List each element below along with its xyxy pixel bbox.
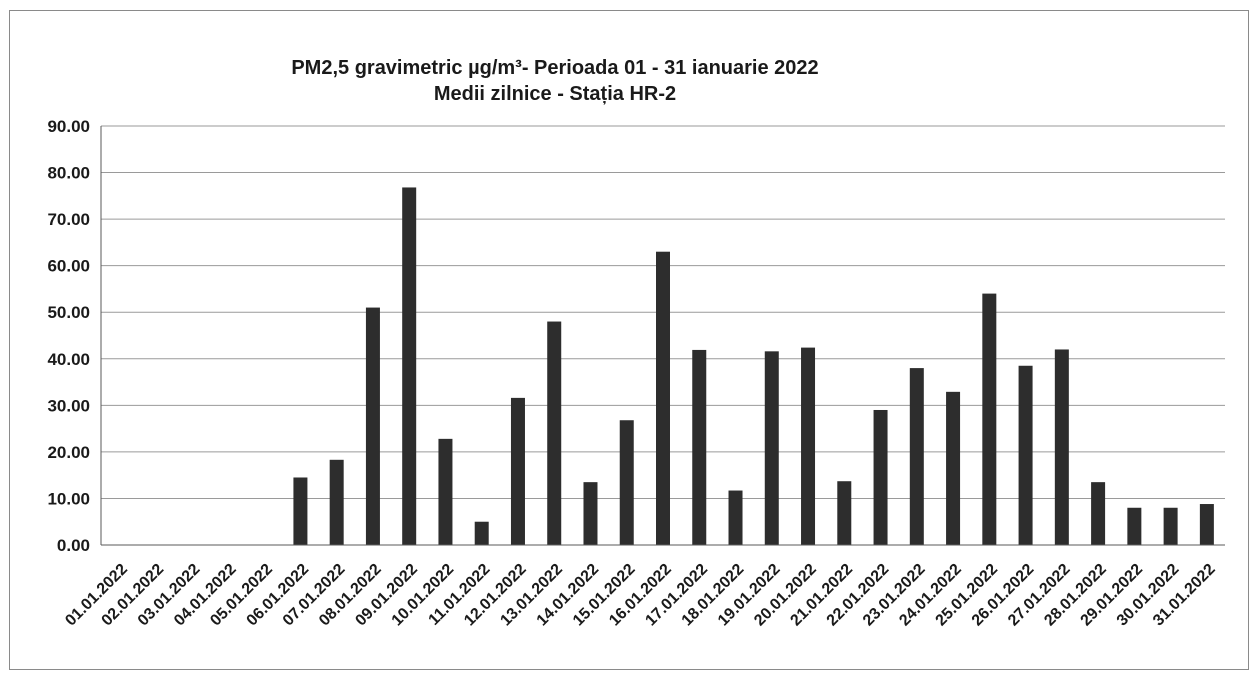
bar: [946, 391, 961, 545]
bar: [402, 187, 417, 545]
bar: [837, 481, 852, 545]
pm25-bar-chart: PM2,5 gravimetric µg/m³- Perioada 01 - 3…: [47, 57, 1225, 630]
bar: [510, 397, 525, 545]
bar: [1091, 482, 1106, 545]
bar: [801, 347, 816, 545]
bar: [365, 307, 380, 545]
bar: [547, 321, 562, 545]
x-axis-ticks: 01.01.202202.01.202203.01.202204.01.2022…: [62, 561, 1218, 630]
bar: [728, 490, 743, 545]
bar: [1054, 349, 1069, 545]
bar: [293, 477, 308, 545]
y-tick-label: 60.00: [47, 257, 90, 276]
bar: [656, 251, 670, 545]
y-tick-label: 0.00: [57, 536, 90, 555]
chart-subtitle: Medii zilnice - Stația HR-2: [434, 83, 676, 105]
bar: [1163, 507, 1178, 545]
y-tick-label: 90.00: [47, 117, 90, 136]
bar: [909, 368, 924, 545]
chart-frame: PM2,5 gravimetric µg/m³- Perioada 01 - 3…: [9, 10, 1249, 670]
bar: [474, 521, 489, 545]
bar: [1018, 365, 1033, 545]
bar: [982, 293, 997, 545]
y-axis-ticks: 0.00 10.00 20.00 30.00 40.00 50.00 60.00 70.00 8…: [47, 117, 90, 555]
y-tick-label: 50.00: [47, 303, 90, 322]
y-tick-label: 80.00: [47, 164, 90, 183]
bar: [1199, 504, 1214, 545]
bar: [438, 438, 453, 545]
bars: [293, 187, 1214, 545]
bar: [583, 482, 598, 545]
y-tick-label: 40.00: [47, 350, 90, 369]
bar: [764, 351, 779, 545]
y-tick-label: 30.00: [47, 396, 90, 415]
chart-title: PM2,5 gravimetric µg/m³- Perioada 01 - 3…: [291, 57, 818, 79]
bar: [873, 409, 888, 545]
bar: [619, 420, 634, 545]
y-tick-label: 70.00: [47, 210, 90, 229]
bar: [329, 459, 344, 545]
bar: [692, 349, 707, 545]
y-tick-label: 10.00: [47, 489, 90, 508]
y-tick-label: 20.00: [47, 443, 90, 462]
bar: [1127, 507, 1142, 545]
